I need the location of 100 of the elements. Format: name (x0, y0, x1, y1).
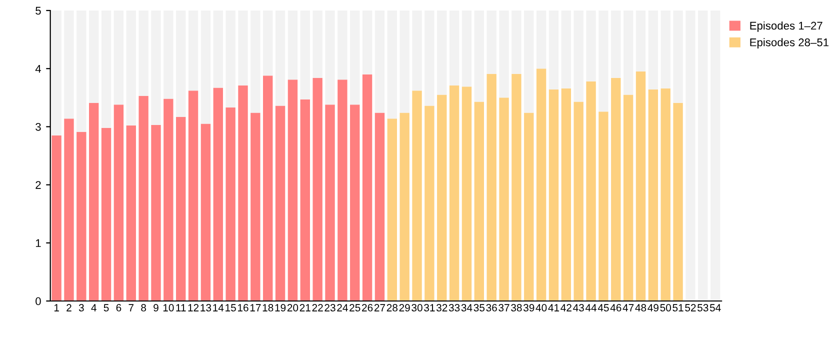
y-tick-label: 5 (36, 6, 41, 15)
x-tick-label: 38 (511, 304, 522, 312)
bar (499, 10, 509, 98)
x-tick-label: 27 (374, 304, 385, 312)
x-tick-label: 35 (474, 304, 485, 312)
bar (238, 10, 248, 86)
bar (76, 132, 86, 301)
bar (474, 10, 484, 102)
bar (686, 10, 696, 301)
bar (387, 10, 397, 119)
x-tick-label: 2 (66, 304, 72, 312)
bar (512, 74, 522, 301)
y-tick-label: 4 (35, 64, 41, 73)
x-tick-label: 32 (436, 304, 448, 312)
bar (250, 10, 260, 113)
bar (263, 10, 273, 76)
x-tick-label: 47 (622, 304, 634, 312)
bar (374, 112, 385, 301)
bar (101, 128, 112, 301)
x-tick-label: 42 (560, 304, 572, 312)
x-tick-label: 50 (660, 304, 671, 312)
bar (200, 10, 211, 124)
x-tick-label: 12 (188, 304, 199, 312)
bar (338, 80, 348, 301)
x-tick-label: 45 (598, 304, 609, 312)
bar (362, 74, 372, 301)
bar (462, 10, 472, 87)
bar (300, 10, 310, 100)
bar (52, 135, 62, 301)
x-tick-label: 4 (91, 304, 96, 312)
x-tick-label: 24 (337, 304, 348, 312)
x-tick-label: 18 (262, 304, 274, 312)
bar (226, 108, 236, 301)
bar (412, 10, 422, 91)
bar (101, 10, 112, 128)
x-tick-label: 30 (412, 304, 422, 312)
bar (350, 104, 360, 301)
x-tick-label: 46 (610, 304, 622, 312)
bar (200, 124, 211, 301)
x-tick-label: 25 (350, 304, 360, 312)
x-tick-label: 51 (672, 304, 684, 312)
bar (499, 98, 509, 301)
bar (338, 10, 348, 80)
bar (64, 10, 74, 119)
x-tick-label: 52 (685, 304, 696, 312)
x-tick-label: 48 (635, 304, 646, 312)
y-tick-label: 2 (36, 181, 41, 189)
x-tick-label: 36 (486, 304, 497, 312)
bar (76, 10, 86, 132)
x-tick-label: 8 (141, 304, 146, 312)
bar (424, 10, 434, 106)
x-tick-label: 14 (213, 304, 224, 312)
bar (611, 78, 621, 301)
x-tick-label: 53 (698, 304, 708, 312)
bar (275, 106, 286, 301)
x-tick-label: 17 (250, 304, 261, 312)
bar (648, 90, 658, 301)
bar (673, 102, 683, 301)
x-tick-label: 21 (300, 304, 310, 312)
x-tick-label: 7 (128, 304, 134, 312)
bar (400, 10, 410, 113)
x-tick-label: 26 (362, 304, 373, 312)
bar (449, 10, 460, 86)
bar (250, 112, 260, 301)
x-tick-label: 39 (523, 304, 534, 312)
x-tick-label: 40 (536, 304, 547, 312)
bar (138, 10, 148, 96)
bar (486, 10, 496, 74)
x-tick-label: 15 (226, 304, 236, 312)
bar (673, 10, 683, 103)
bar (586, 10, 596, 82)
bar (400, 112, 410, 301)
bar (437, 94, 447, 301)
x-tick-label: 16 (238, 304, 248, 312)
bar (437, 10, 447, 95)
bar (698, 10, 708, 301)
x-tick-label: 41 (548, 304, 560, 312)
bar (88, 102, 99, 301)
x-tick-label: 23 (324, 304, 336, 312)
bar (312, 10, 322, 78)
x-tick-label: 19 (275, 304, 286, 312)
x-tick-label: 11 (176, 304, 186, 312)
bar (151, 10, 161, 125)
bar (188, 90, 198, 301)
bar (611, 10, 621, 78)
x-tick-label: 37 (498, 304, 510, 312)
bar (648, 10, 658, 90)
x-tick-label: 9 (154, 304, 158, 312)
bar (424, 106, 434, 301)
bar (710, 10, 720, 301)
x-tick-label: 49 (648, 304, 658, 312)
bar (176, 10, 186, 117)
x-tick-label: 1 (54, 304, 59, 312)
bar (126, 126, 136, 301)
x-tick-label: 54 (710, 304, 721, 312)
bar (623, 94, 634, 301)
bar (325, 10, 335, 105)
bar (114, 104, 124, 301)
bar (548, 10, 559, 90)
bar (524, 112, 534, 301)
